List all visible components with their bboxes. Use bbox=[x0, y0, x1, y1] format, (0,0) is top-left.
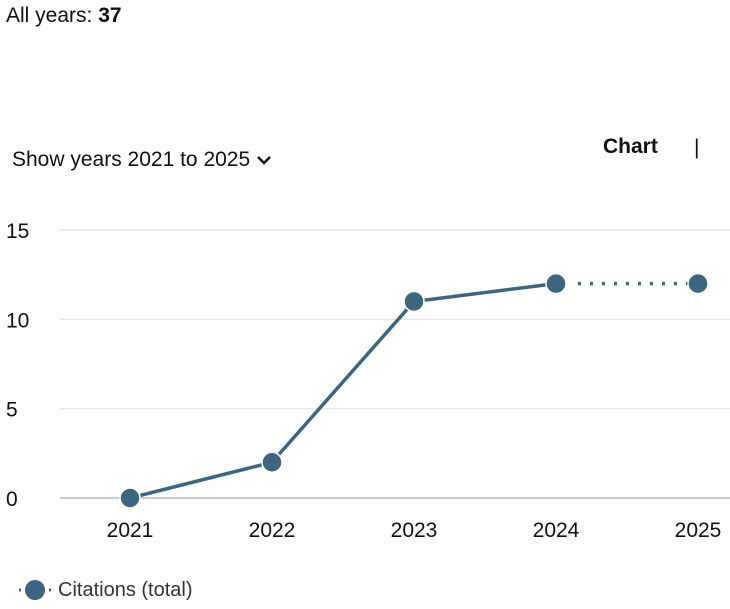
total-value: 37 bbox=[98, 4, 122, 27]
y-tick-label: 10 bbox=[6, 309, 29, 332]
y-tick-label: 15 bbox=[6, 220, 29, 243]
x-tick-label: 2021 bbox=[107, 519, 154, 542]
total-label: All years: bbox=[6, 4, 93, 27]
year-range-dropdown[interactable]: Show years 2021 to 2025 bbox=[12, 148, 272, 172]
legend-label: Citations (total) bbox=[58, 578, 193, 601]
x-tick-label: 2024 bbox=[533, 519, 580, 542]
year-range-label: Show years 2021 to 2025 bbox=[12, 148, 251, 171]
data-point bbox=[545, 272, 567, 295]
x-tick-label: 2025 bbox=[675, 519, 722, 542]
data-point bbox=[687, 272, 709, 295]
legend-marker-icon bbox=[19, 580, 51, 600]
line-segment bbox=[129, 460, 273, 500]
y-tick-label: 0 bbox=[6, 488, 18, 511]
y-tick-label: 5 bbox=[6, 399, 18, 422]
line-segment bbox=[413, 281, 557, 304]
data-point bbox=[403, 290, 425, 313]
data-point bbox=[261, 451, 283, 474]
chevron-down-icon bbox=[256, 148, 272, 172]
x-tick-label: 2022 bbox=[249, 519, 296, 542]
line-segment bbox=[270, 300, 416, 464]
x-tick-label: 2023 bbox=[391, 519, 438, 542]
chart-view-tab[interactable]: Chart bbox=[603, 135, 658, 158]
view-separator: | bbox=[694, 136, 700, 159]
all-years-total: All years: 37 bbox=[6, 4, 122, 28]
legend: Citations (total) bbox=[18, 578, 193, 602]
data-point bbox=[119, 487, 141, 509]
